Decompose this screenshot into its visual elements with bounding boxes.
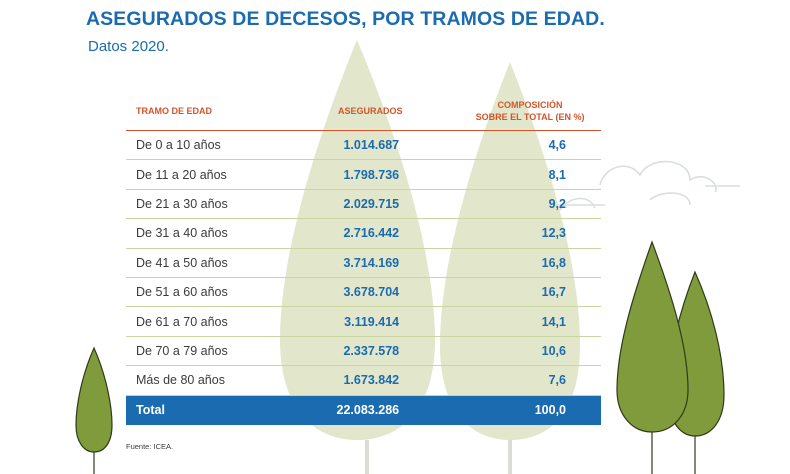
row-insured: 3.678.704	[281, 277, 460, 308]
row-age-range: De 0 a 10 años	[126, 130, 282, 161]
table-row: De 11 a 20 años 1.798.736 8,1	[126, 159, 601, 190]
row-pct: 12,3	[459, 218, 601, 249]
table-row: De 0 a 10 años 1.014.687 4,6	[126, 130, 601, 161]
row-pct: 9,2	[459, 189, 601, 220]
green-tree-right-front-icon	[616, 240, 689, 474]
row-age-range: De 31 a 40 años	[126, 218, 282, 249]
row-pct: 7,6	[459, 365, 601, 396]
header-composition-line1: COMPOSICIÓN	[497, 100, 563, 110]
row-insured: 2.337.578	[281, 336, 460, 367]
total-label: Total	[126, 395, 282, 425]
insured-by-age-table: TRAMO DE EDAD ASEGURADOS COMPOSICIÓN SOB…	[126, 92, 601, 425]
table-row: De 61 a 70 años 3.119.414 14,1	[126, 306, 601, 337]
total-insured: 22.083.286	[281, 395, 460, 425]
table-row: Más de 80 años 1.673.842 7,6	[126, 365, 601, 396]
row-age-range: De 61 a 70 años	[126, 306, 282, 337]
table-header-row: TRAMO DE EDAD ASEGURADOS COMPOSICIÓN SOB…	[126, 92, 601, 131]
row-age-range: De 51 a 60 años	[126, 277, 282, 308]
row-pct: 16,7	[459, 277, 601, 308]
row-insured: 1.673.842	[281, 365, 460, 396]
table-row: De 31 a 40 años 2.716.442 12,3	[126, 218, 601, 249]
row-age-range: Más de 80 años	[126, 365, 282, 396]
row-age-range: De 41 a 50 años	[126, 248, 282, 278]
row-pct: 14,1	[459, 306, 601, 337]
row-insured: 1.798.736	[281, 159, 460, 190]
row-age-range: De 21 a 30 años	[126, 189, 282, 220]
row-insured: 2.716.442	[281, 218, 460, 249]
row-insured: 2.029.715	[281, 189, 460, 220]
header-age-range: TRAMO DE EDAD	[126, 92, 282, 131]
row-insured: 3.119.414	[281, 306, 460, 337]
row-age-range: De 70 a 79 años	[126, 336, 282, 367]
table-row: De 41 a 50 años 3.714.169 16,8	[126, 248, 601, 278]
source-note: Fuente: ICEA.	[126, 442, 174, 451]
total-pct: 100,0	[459, 395, 601, 425]
row-pct: 16,8	[459, 248, 601, 278]
header-insured: ASEGURADOS	[281, 92, 460, 131]
row-insured: 1.014.687	[281, 130, 460, 161]
row-pct: 4,6	[459, 130, 601, 161]
row-insured: 3.714.169	[281, 248, 460, 278]
header-composition: COMPOSICIÓN SOBRE EL TOTAL (EN %)	[459, 92, 601, 131]
row-pct: 8,1	[459, 159, 601, 190]
page-title: ASEGURADOS DE DECESOS, POR TRAMOS DE EDA…	[86, 8, 605, 30]
page-subtitle: Datos 2020.	[88, 38, 169, 55]
header-composition-line2: SOBRE EL TOTAL (EN %)	[475, 112, 585, 122]
table-row: De 21 a 30 años 2.029.715 9,2	[126, 189, 601, 220]
table-total-row: Total 22.083.286 100,0	[126, 395, 601, 425]
row-pct: 10,6	[459, 336, 601, 367]
table-row: De 51 a 60 años 3.678.704 16,7	[126, 277, 601, 308]
row-age-range: De 11 a 20 años	[126, 159, 282, 190]
table-row: De 70 a 79 años 2.337.578 10,6	[126, 336, 601, 367]
green-tree-left-icon	[75, 346, 113, 474]
